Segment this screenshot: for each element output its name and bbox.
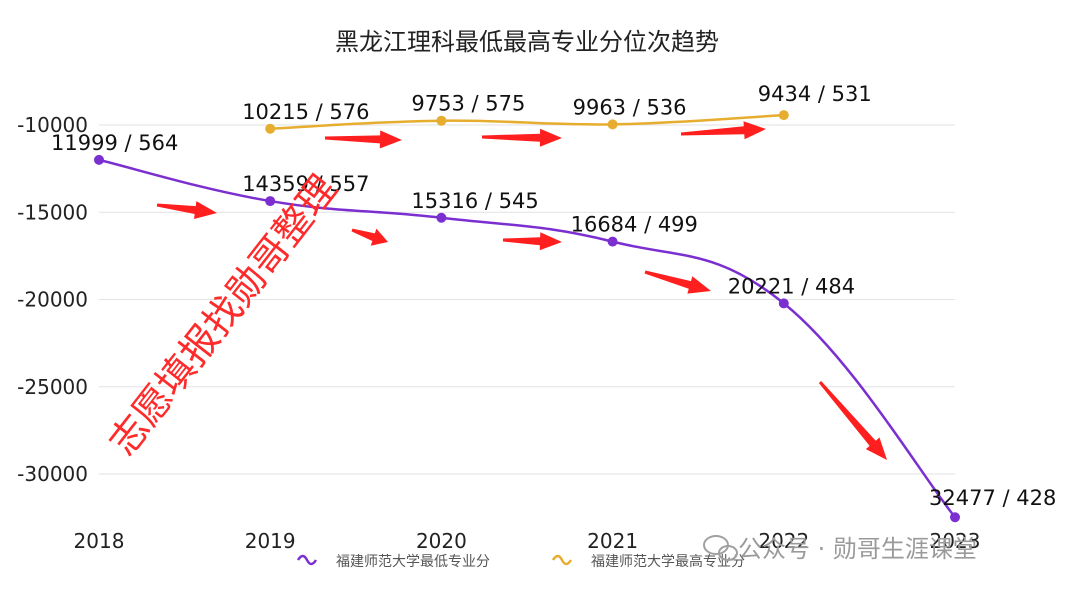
data-point [94, 154, 104, 165]
data-label: 11999 / 564 [51, 131, 178, 155]
legend: 福建师范大学最低专业分 福建师范大学最高专业分 [296, 553, 745, 570]
data-point [436, 115, 447, 126]
wechat-text: 公众号 · 勋哥生涯课堂 [738, 535, 977, 563]
red-arrow [324, 130, 403, 149]
y-tick-label: -25000 [17, 375, 88, 399]
legend-label: 福建师范大学最高专业分 [591, 553, 745, 570]
data-label: 9963 / 536 [573, 95, 687, 119]
red-arrows [156, 121, 887, 460]
y-tick-label: -20000 [17, 288, 88, 312]
data-point [265, 196, 276, 207]
data-point [265, 123, 276, 134]
chart-title: 黑龙江理科最低最高专业分位次趋势 [335, 28, 719, 56]
data-point [607, 236, 618, 247]
red-arrow [818, 381, 887, 460]
data-label: 9753 / 575 [411, 92, 525, 116]
data-label: 15316 / 545 [411, 189, 538, 213]
red-arrow [502, 232, 563, 251]
red-arrow [156, 201, 218, 220]
data-point [778, 298, 789, 309]
x-tick-label: 2020 [416, 529, 467, 553]
x-tick-label: 2018 [74, 529, 125, 553]
y-tick-label: -30000 [17, 462, 88, 486]
y-tick-label: -10000 [17, 113, 88, 137]
x-tick-label: 2023 [930, 529, 981, 553]
legend-swatch [296, 554, 318, 566]
data-point [778, 110, 789, 121]
data-label: 9434 / 531 [758, 82, 872, 106]
data-label: 20221 / 484 [728, 274, 855, 298]
wechat-watermark: 公众号 · 勋哥生涯课堂 [703, 535, 977, 563]
data-point [950, 512, 960, 523]
x-tick-label: 2021 [587, 529, 638, 553]
x-axis-ticks: 2018 2019 2020 2021 2022 2023 [74, 529, 981, 553]
legend-swatch [551, 554, 573, 566]
x-tick-label: 2022 [758, 529, 809, 553]
y-tick-label: -15000 [17, 200, 88, 224]
series-line [98, 158, 956, 519]
data-labels: 11999 / 564 14359 / 557 15316 / 545 16684 /… [51, 82, 1056, 510]
legend-label: 福建师范大学最低专业分 [336, 553, 490, 570]
data-point [607, 119, 618, 130]
data-label: 14359 / 557 [242, 172, 369, 196]
y-axis-ticks: -10000 -15000 -20000 -25000 -30000 [17, 113, 88, 486]
series [94, 110, 960, 523]
red-arrow [680, 121, 766, 140]
grid [99, 124, 955, 475]
data-point [436, 212, 447, 223]
data-label: 16684 / 499 [571, 213, 698, 237]
series-line [270, 113, 784, 131]
wechat-icon [703, 535, 738, 561]
watermark-text: 志愿填报找勋哥整理 [100, 167, 345, 464]
red-arrow [481, 128, 562, 147]
red-arrow [644, 270, 711, 294]
data-label: 10215 / 576 [242, 100, 369, 124]
data-label: 32477 / 428 [929, 486, 1056, 510]
x-tick-label: 2019 [245, 529, 296, 553]
red-arrow [351, 228, 388, 246]
